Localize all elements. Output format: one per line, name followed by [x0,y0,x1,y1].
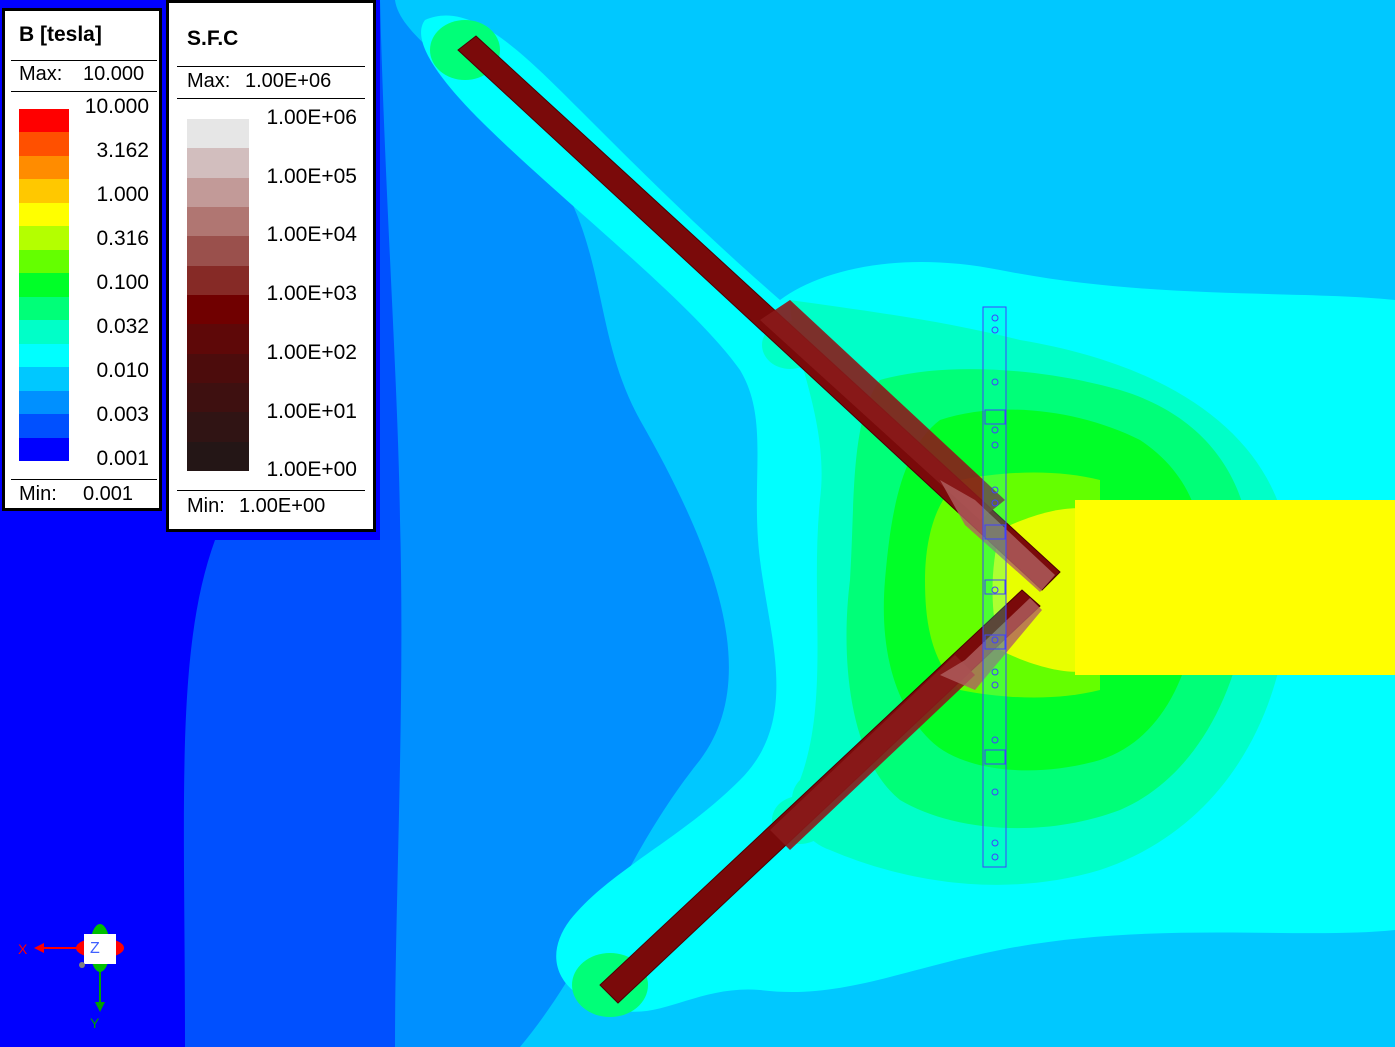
legend-sfc-swatch [187,324,249,355]
legend-sfc-swatch [187,236,249,267]
legend-b-swatch [19,179,69,204]
y-axis-label: Y [90,1015,100,1031]
legend-b-tick: 3.162 [96,139,149,162]
frame-hole [991,486,999,494]
legend-sfc-tick: 1.00E+02 [266,340,357,364]
legend-b-tick: 0.003 [96,403,149,426]
legend-sfc-min-label: Min: [187,495,225,517]
legend-b-swatch [19,437,69,462]
legend-b-max-label: Max: [19,63,63,85]
legend-b-min-value: 0.001 [83,483,134,505]
legend-b-swatch [19,226,69,251]
frame-hole [991,426,999,434]
legend-b-tick: 0.010 [96,359,149,382]
legend-sfc-swatch [187,207,249,237]
legend-sfc-swatch [187,177,249,208]
legend-sfc-tick: 1.00E+01 [266,399,357,423]
legend-sfc: S.F.C Max: 1.00E+06 1.00E+06 1.00E+05 1.00… [166,0,376,532]
legend-b-swatch [19,343,69,368]
legend-b-tick: 1.000 [96,183,149,206]
legend-b-divider-lower [11,479,157,480]
magnet-frame-holes [984,314,1006,861]
legend-b-field: B [tesla] Max: 10.000 10.000 3.162 1.000 0.… [2,8,162,511]
frame-bracket [984,634,1006,650]
coil-lower-end [940,598,1042,690]
legend-sfc-max-value: 1.00E+06 [245,70,332,92]
z-axis-label: Z [90,940,100,957]
coil-upper-end [940,480,1055,592]
legend-sfc-title: S.F.C [187,27,239,50]
legend-sfc-tick: 1.00E+04 [266,223,357,247]
legend-b-max-value: 10.000 [83,63,145,85]
legend-sfc-swatch [187,383,249,413]
y-axis-arrowhead [95,1002,105,1012]
frame-hole [991,326,999,334]
legend-sfc-swatch [187,119,249,149]
frame-hole [991,636,999,644]
legend-sfc-swatch [187,353,249,384]
legend-sfc-tick: 1.00E+03 [266,282,357,306]
frame-hole [991,853,999,861]
legend-b-min-label: Min: [19,483,57,505]
x-axis-label: X [18,941,28,957]
frame-hole [991,788,999,796]
legend-b-title: B [tesla] [19,23,102,46]
legend-sfc-tick: 1.00E+00 [266,458,357,482]
legend-sfc-max-label: Max: [187,70,231,92]
legend-b-swatch [19,390,69,415]
legend-sfc-swatch [187,295,249,325]
legend-b-swatch [19,202,69,227]
frame-hole [991,681,999,689]
legend-sfc-divider-upper [177,98,365,99]
legend-b-swatch [19,367,69,392]
legend-b-swatch [19,296,69,321]
frame-bracket [984,409,1006,425]
coil-upper-segment [760,300,1005,520]
frame-hole [991,668,999,676]
legend-b-swatch [19,273,69,298]
legend-sfc-swatch [187,148,249,179]
frame-hole [991,441,999,449]
frame-bracket [984,524,1006,540]
legend-sfc-tick: 1.00E+06 [266,106,357,129]
frame-bracket [984,579,1006,595]
frame-hole [991,839,999,847]
frame-bracket [984,749,1006,765]
legend-b-tick: 0.032 [96,315,149,338]
legend-sfc-min-value: 1.00E+00 [239,495,326,517]
legend-b-tick: 10.000 [84,95,149,118]
frame-hole [991,499,999,507]
legend-b-swatch [19,155,69,180]
frame-hole [991,736,999,744]
z-axis-box [84,934,116,964]
legend-b-swatch [19,249,69,274]
frame-hole [991,586,999,594]
legend-b-divider-upper [11,91,157,92]
coil-lower-segment [770,655,975,850]
legend-b-tick: 0.001 [96,447,149,470]
legend-b-divider-top [11,60,157,61]
legend-sfc-swatch [187,265,249,296]
frame-hole [991,314,999,322]
legend-b-tick: 0.100 [96,271,149,294]
legend-b-swatch [19,414,69,439]
legend-b-swatch [19,132,69,157]
legend-b-swatch [19,320,69,345]
legend-sfc-divider-top [177,66,365,67]
legend-sfc-divider-lower [177,490,365,491]
legend-sfc-swatch [187,412,249,443]
legend-sfc-swatch [187,441,249,472]
legend-b-swatch [19,109,69,133]
legend-b-tick: 0.316 [96,227,149,250]
frame-hole [991,378,999,386]
contour-yellow-region [1075,500,1395,675]
legend-sfc-tick: 1.00E+05 [266,164,357,188]
x-axis-arrowhead [34,943,44,953]
axis-origin-dot [79,962,85,968]
